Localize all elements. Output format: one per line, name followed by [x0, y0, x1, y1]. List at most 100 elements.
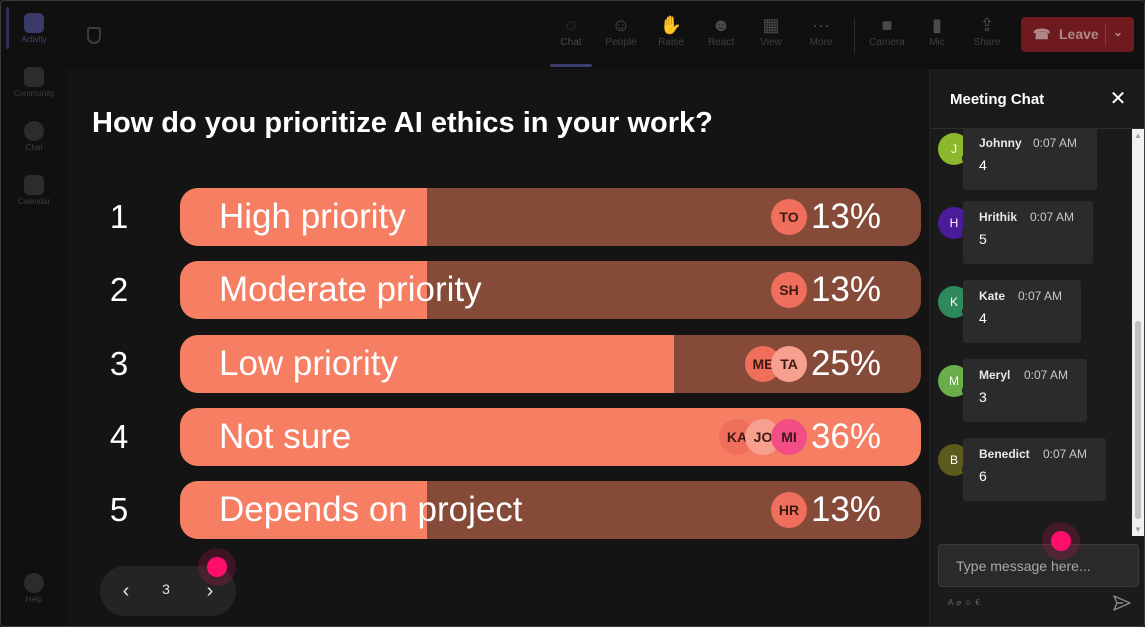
poll-option-percent: 13% [810, 197, 881, 236]
chevron-down-icon[interactable]: ⌄ [1113, 25, 1124, 39]
chat-message[interactable]: Meryl 0:07 AM 3 [963, 359, 1087, 422]
rail-item-help[interactable]: Help [1, 573, 67, 604]
pointer-indicator [207, 557, 227, 577]
toolbar-share-button[interactable]: ⇪ Share [964, 13, 1010, 48]
voter-avatars: KA JO MI [719, 419, 807, 455]
rail-item-activity[interactable]: Activity [1, 13, 67, 44]
toolbar-chat-button[interactable]: ◌ Chat [548, 13, 594, 48]
message-time: 0:07 AM [1018, 289, 1063, 303]
community-icon [24, 67, 44, 87]
rail-item-label: Calendar [17, 197, 51, 206]
toolbar-divider [854, 19, 855, 53]
leave-label: Leave [1059, 26, 1099, 42]
toolbar-raise-button[interactable]: ✋ Raise [648, 13, 694, 48]
poll-option-label: High priority [219, 197, 406, 236]
app-rail: Activity Community Chat Calendar Help [1, 1, 67, 626]
poll-question: How do you prioritize AI ethics in your … [92, 107, 713, 139]
toolbar-label: React [707, 37, 735, 48]
phone-hangup-icon: ☎ [1033, 26, 1051, 42]
poll-option-label: Not sure [219, 417, 352, 456]
more-icon: ··· [812, 15, 830, 35]
toolbar-react-button[interactable]: ☻ React [698, 13, 744, 48]
rail-item-community[interactable]: Community [1, 67, 67, 98]
react-icon: ☻ [711, 15, 731, 35]
toolbar-label: Raise [658, 37, 684, 48]
toolbar-camera-button[interactable]: ■ Camera [864, 13, 910, 48]
toolbar-label: Chat [560, 37, 582, 48]
poll-option-fill [180, 188, 427, 246]
message-time: 0:07 AM [1033, 136, 1078, 150]
message-time: 0:07 AM [1043, 447, 1088, 461]
message-text: 3 [979, 389, 987, 405]
chat-message[interactable]: Johnny 0:07 AM 4 [963, 129, 1097, 190]
rail-item-chat[interactable]: Chat [1, 121, 67, 152]
poll-option-bar: Moderate priority SH 13% [180, 261, 921, 319]
rail-item-label: Chat [25, 143, 43, 152]
message-sender: Kate [979, 289, 1006, 303]
camera-icon: ■ [881, 15, 893, 35]
toolbar-mic-button[interactable]: ▮ Mic [914, 13, 960, 48]
voter-avatar: MI [771, 419, 807, 455]
chevron-left-icon[interactable]: ‹ [122, 580, 130, 602]
toolbar-people-button[interactable]: ☺ People [598, 13, 644, 48]
format-icon[interactable]: A [948, 598, 957, 607]
poll-option-fill [180, 335, 675, 393]
poll-option-fill [180, 481, 427, 539]
message-sender: Hrithik [979, 210, 1018, 224]
poll-option-bar: Depends on project HR 13% [180, 481, 921, 539]
message-time: 0:07 AM [1030, 210, 1075, 224]
voter-avatar: TO [771, 199, 807, 235]
toolbar-more-button[interactable]: ··· More [798, 13, 844, 48]
chat-message-list[interactable]: ▲ ▼ J Johnny 0:07 AM 4 H Hrithik 0:07 AM 5 K Kate… [930, 129, 1144, 536]
format-icons[interactable]: A⌀☺€ [948, 598, 983, 607]
calendar-icon [24, 175, 44, 195]
poll-option-bar: Low priority ME TA 25% [180, 335, 921, 393]
emoji-icon[interactable]: ☺ [964, 598, 976, 607]
toolbar-label: View [760, 37, 782, 48]
attach-icon[interactable]: ⌀ [956, 598, 965, 607]
scroll-down-icon[interactable]: ▼ [1134, 525, 1142, 534]
chat-message[interactable]: Hrithik 0:07 AM 5 [963, 201, 1093, 264]
toolbar-label: Mic [929, 37, 945, 48]
chat-header-divider [930, 128, 1144, 129]
message-text: 4 [979, 157, 987, 173]
chat-message-input[interactable] [938, 544, 1139, 587]
rail-item-label: Activity [21, 35, 47, 44]
option-number: 2 [109, 271, 129, 308]
rail-item-label: Community [13, 89, 55, 98]
option-number: 3 [109, 345, 129, 382]
page-number: 3 [162, 581, 170, 597]
poll-option-bar: High priority TO 13% [180, 188, 921, 246]
message-text: 5 [979, 231, 987, 247]
raise-hand-icon: ✋ [659, 15, 683, 35]
scroll-up-icon[interactable]: ▲ [1134, 131, 1142, 140]
chat-title: Meeting Chat [950, 91, 1045, 108]
chat-message[interactable]: Benedict 0:07 AM 6 [963, 438, 1106, 501]
chat-message[interactable]: Kate 0:07 AM 4 [963, 280, 1081, 343]
close-icon[interactable]: ✕ [1109, 88, 1127, 110]
shield-icon [87, 27, 101, 44]
meeting-toolbar: ◌ Chat ☺ People ✋ Raise ☻ React ▦ View ·… [67, 1, 1144, 69]
chevron-right-icon[interactable]: › [206, 580, 214, 602]
chat-scrollbar[interactable]: ▲ ▼ [1132, 129, 1144, 536]
rail-item-calendar[interactable]: Calendar [1, 175, 67, 206]
chat-icon: ◌ [565, 15, 577, 35]
message-time: 0:07 AM [1024, 368, 1069, 382]
bell-icon [24, 13, 44, 33]
scrollbar-thumb[interactable] [1135, 321, 1141, 519]
message-text: 4 [979, 310, 987, 326]
gif-icon[interactable]: € [975, 598, 983, 607]
poll-results: How do you prioritize AI ethics in your … [67, 69, 929, 626]
help-icon [24, 573, 44, 593]
voter-avatars: ME TA [745, 346, 807, 382]
option-number: 1 [109, 198, 129, 235]
leave-button[interactable]: ☎ Leave ⌄ [1021, 17, 1134, 52]
poll-option-label: Moderate priority [219, 270, 482, 309]
toolbar-view-button[interactable]: ▦ View [748, 13, 794, 48]
meeting-chat-panel: Meeting Chat ✕ ▲ ▼ J Johnny 0:07 AM 4 H Hrith… [929, 69, 1144, 626]
send-icon[interactable] [1112, 593, 1132, 613]
voter-avatars: SH [771, 272, 807, 308]
view-icon: ▦ [762, 15, 780, 35]
voter-avatars: HR [771, 492, 807, 528]
